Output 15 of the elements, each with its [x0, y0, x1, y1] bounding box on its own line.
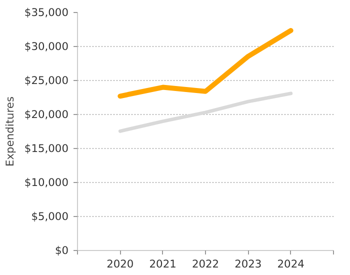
x-tick-label: 2023: [234, 258, 262, 270]
y-tick-label: $25,000: [24, 74, 69, 87]
y-tick-label: $35,000: [24, 6, 69, 19]
y-tick-label: $10,000: [24, 176, 69, 189]
y-tick-label: $20,000: [24, 108, 69, 121]
x-tick-label: 2021: [149, 258, 176, 270]
x-tick-label: 2024: [277, 258, 305, 270]
x-tick-label: 2022: [192, 258, 220, 270]
y-tick-label: $15,000: [24, 142, 69, 155]
line-series: [118, 92, 293, 133]
y-tick-label: $0: [54, 244, 69, 257]
x-tick-label: 2020: [106, 258, 134, 270]
y-tick-label: $5,000: [31, 210, 69, 223]
y-axis-title: Expenditures: [3, 96, 16, 167]
y-tick-label: $30,000: [24, 40, 69, 53]
